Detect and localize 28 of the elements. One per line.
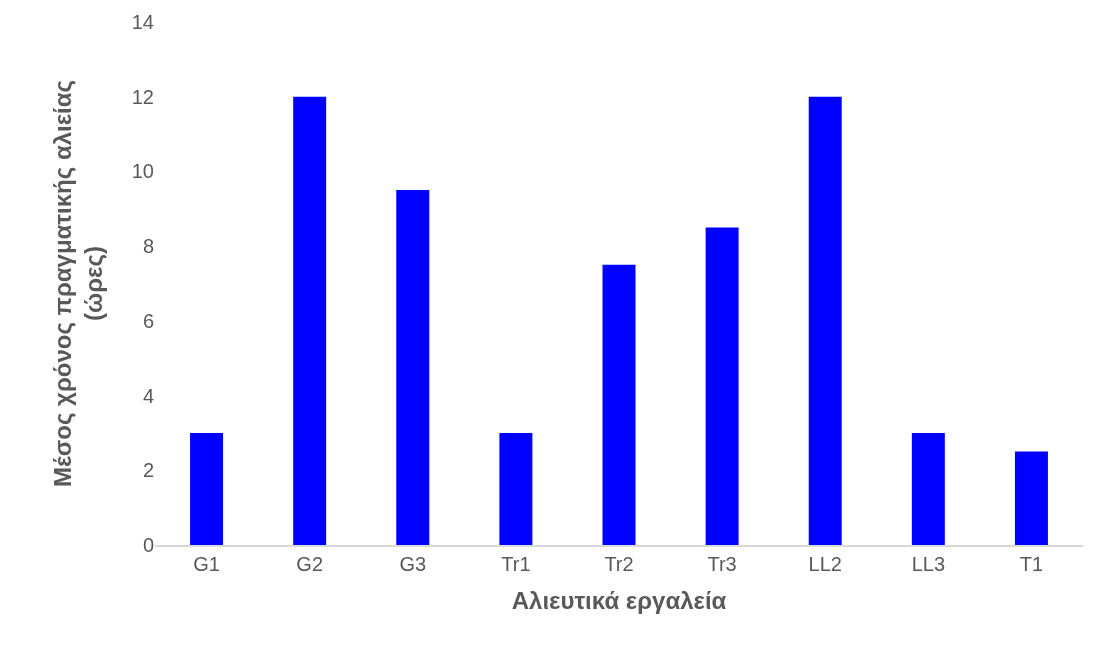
- bar: [808, 96, 842, 545]
- bar: [293, 96, 327, 545]
- x-axis-title: Αλιευτικά εργαλεία: [511, 586, 727, 614]
- y-tick-label: 10: [131, 160, 154, 183]
- y-tick-label: 6: [142, 309, 154, 332]
- y-axis-title: Μέσος χρόνος πραγματικής αλιείας (ώρες): [48, 80, 107, 487]
- x-tick-label: G1: [193, 552, 220, 575]
- x-tick-label: G2: [296, 552, 324, 575]
- y-tick-label: 0: [142, 534, 154, 556]
- bar: [705, 227, 739, 545]
- x-tick-label: LL2: [808, 552, 842, 575]
- bar: [911, 432, 945, 545]
- y-tick-label: 12: [131, 85, 154, 108]
- y-tick-label: 4: [142, 384, 154, 407]
- bar: [499, 432, 533, 545]
- bar: [602, 264, 636, 545]
- x-tick-label: G3: [399, 552, 427, 575]
- bar: [396, 190, 430, 545]
- y-tick-label: 14: [131, 11, 154, 33]
- x-tick-label: T1: [1019, 552, 1044, 575]
- y-tick-label: 2: [142, 459, 154, 482]
- x-tick-label: Tr3: [707, 552, 737, 575]
- bar: [190, 432, 224, 545]
- bar: [1014, 451, 1048, 545]
- y-tick-label: 8: [142, 235, 154, 258]
- x-tick-label: Tr2: [604, 552, 634, 575]
- x-tick-label: Tr1: [501, 552, 531, 575]
- x-tick-label: LL3: [911, 552, 946, 575]
